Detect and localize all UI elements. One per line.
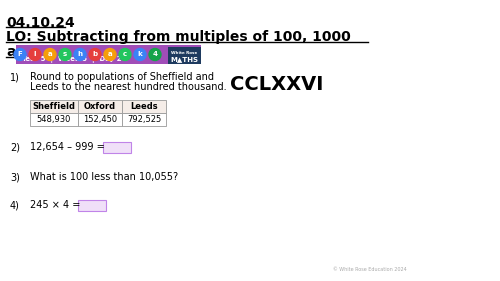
Text: 1): 1) [10, 72, 20, 82]
Bar [122, 100, 166, 113]
Text: Leeds to the nearest hundred thousand.: Leeds to the nearest hundred thousand. [30, 82, 226, 92]
Text: 4: 4 [152, 51, 158, 58]
Text: Oxford: Oxford [84, 102, 116, 111]
Text: Year 5  |  Week 5  |  Day 2: Year 5 | Week 5 | Day 2 [21, 56, 121, 63]
Circle shape [119, 49, 131, 60]
Bar [78, 100, 122, 113]
Text: s: s [63, 51, 67, 58]
Text: 12,654 – 999 =: 12,654 – 999 = [30, 142, 105, 152]
Text: l: l [34, 51, 36, 58]
Circle shape [104, 49, 116, 60]
Text: Sheffield: Sheffield [32, 102, 76, 111]
Circle shape [74, 49, 86, 60]
Bar [103, 142, 131, 153]
Text: White Rose: White Rose [172, 51, 198, 55]
Text: b: b [92, 51, 98, 58]
Text: Leeds: Leeds [130, 102, 158, 111]
Text: 548,930: 548,930 [37, 115, 71, 124]
Text: 3): 3) [10, 172, 20, 182]
Text: a: a [48, 51, 52, 58]
Circle shape [134, 49, 146, 60]
Bar [168, 47, 201, 64]
Bar [122, 113, 166, 126]
Text: k: k [138, 51, 142, 58]
Bar [30, 113, 78, 126]
Text: © White Rose Education 2024: © White Rose Education 2024 [333, 267, 407, 272]
Text: CCLXXVI: CCLXXVI [230, 75, 324, 94]
Circle shape [44, 49, 56, 60]
Text: F: F [18, 51, 22, 58]
Circle shape [89, 49, 101, 60]
Text: h: h [78, 51, 82, 58]
Text: 152,450: 152,450 [83, 115, 117, 124]
Text: a: a [6, 45, 16, 59]
Circle shape [29, 49, 41, 60]
Text: 04.10.24: 04.10.24 [6, 16, 75, 30]
Text: c: c [123, 51, 127, 58]
Circle shape [149, 49, 161, 60]
Text: 4): 4) [10, 200, 20, 210]
Bar [16, 45, 201, 64]
Circle shape [14, 49, 26, 60]
Text: 2): 2) [10, 142, 20, 152]
Bar [78, 200, 106, 211]
Bar [78, 113, 122, 126]
Text: Round to populations of Sheffield and: Round to populations of Sheffield and [30, 72, 214, 82]
Text: M▲THS: M▲THS [170, 56, 198, 62]
Circle shape [59, 49, 71, 60]
Text: 245 × 4 =: 245 × 4 = [30, 200, 80, 210]
Text: LO: Subtracting from multiples of 100, 1000: LO: Subtracting from multiples of 100, 1… [6, 30, 351, 44]
Text: a: a [108, 51, 112, 58]
Text: What is 100 less than 10,055?: What is 100 less than 10,055? [30, 172, 178, 182]
Bar [30, 100, 78, 113]
Text: 792,525: 792,525 [127, 115, 161, 124]
